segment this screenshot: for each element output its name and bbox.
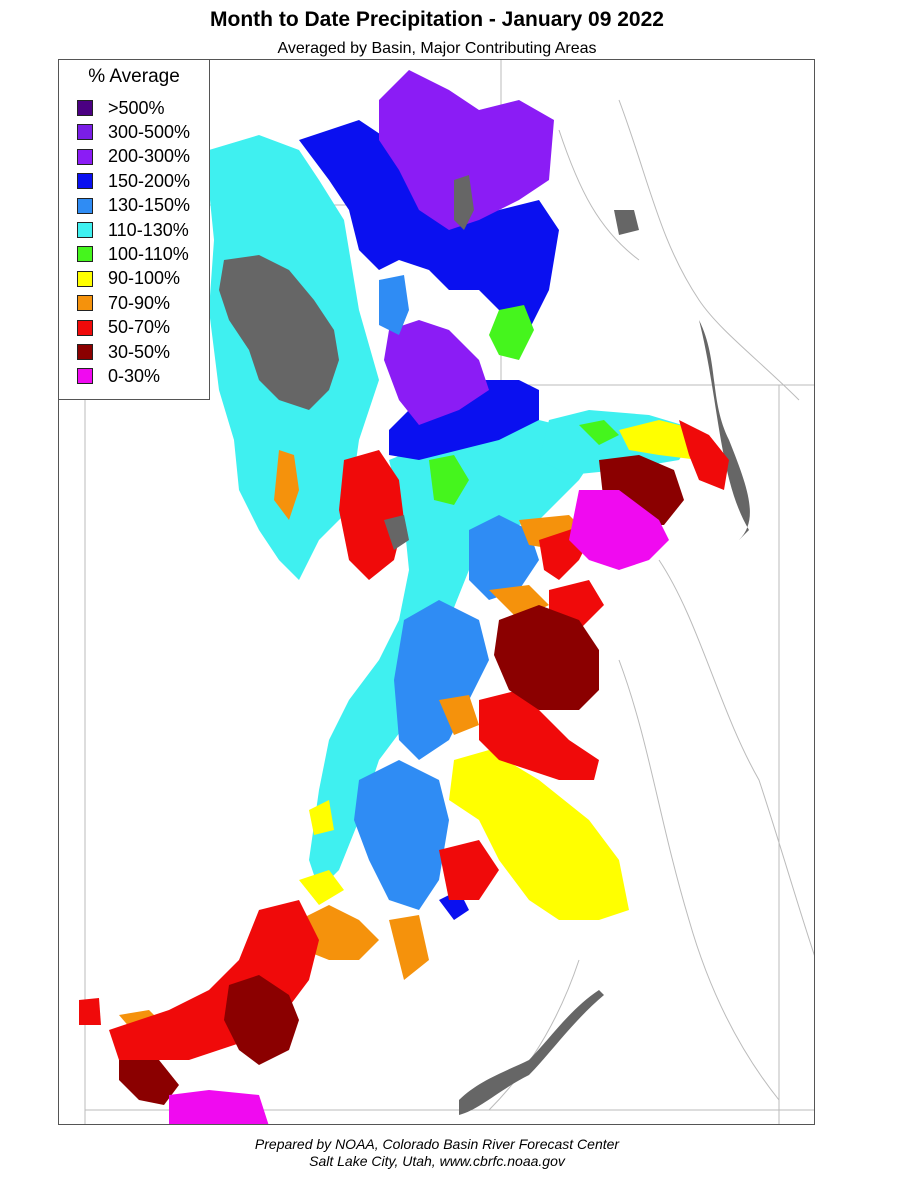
legend-label: 300-500% (108, 121, 191, 142)
footer-line-2: Salt Lake City, Utah, www.cbrfc.noaa.gov (309, 1153, 565, 1169)
map-frame (58, 59, 815, 1125)
legend-swatch (77, 368, 93, 385)
river-reservoir (699, 320, 750, 540)
legend-item: 0-30% (77, 366, 160, 386)
basin-weber (339, 450, 404, 580)
basin-polygons (79, 70, 729, 1124)
legend-label: 130-150% (108, 195, 191, 216)
river-line (618, 99, 800, 401)
basin-dolores (354, 760, 449, 910)
legend-label: 110-130% (108, 219, 189, 240)
legend: % Average >500% 300-500% 200-300% 150-200% 1… (58, 59, 210, 400)
basin-red-west-edge (79, 998, 101, 1025)
basin-darkred-southwest (119, 1060, 179, 1105)
basin-orange-southwest (299, 905, 379, 960)
basin-green-100-central (429, 455, 469, 505)
legend-label: 30-50% (108, 341, 171, 362)
basin-orange-west (274, 450, 299, 520)
legend-label: 100-110% (108, 243, 189, 264)
basin-darkred-virgin (224, 975, 299, 1065)
legend-item: 30-50% (77, 342, 170, 362)
legend-item: 130-150% (77, 195, 191, 216)
footer-line-1: Prepared by NOAA, Colorado Basin River F… (254, 1136, 620, 1152)
legend-item: 90-100% (77, 268, 181, 289)
basin-magenta-east (569, 490, 669, 570)
legend-swatch (77, 124, 93, 141)
legend-swatch (77, 222, 93, 238)
basin-small-130 (379, 275, 409, 335)
legend-label: 0-30% (108, 365, 161, 386)
map-title: Month to Date Precipitation - January 09… (210, 8, 664, 31)
legend-swatch (77, 197, 93, 214)
basin-red-north-colorado (679, 420, 729, 490)
basin-map (79, 60, 814, 1124)
basin-green-100 (489, 305, 534, 360)
map-subtitle: Averaged by Basin, Major Contributing Ar… (277, 40, 597, 57)
river-line (658, 559, 814, 956)
legend-item: 150-200% (77, 171, 190, 191)
legend-item: 300-500% (77, 122, 190, 142)
river-line (488, 959, 580, 1111)
legend-swatch (77, 344, 93, 360)
basin-green-upper (299, 120, 559, 330)
utah-lake (384, 515, 409, 550)
great-salt-lake (219, 255, 339, 410)
legend-item: 50-70% (77, 317, 171, 338)
legend-label: 90-100% (108, 268, 181, 289)
legend-swatch (77, 319, 93, 336)
legend-swatch (77, 246, 93, 263)
legend-label: >500% (108, 97, 165, 118)
basin-upper-colorado (469, 515, 539, 600)
legend-title: % Average (88, 66, 180, 87)
basin-orange-small (439, 695, 479, 735)
basin-red-sanjuan (439, 840, 499, 900)
legend-label: 50-70% (108, 317, 171, 338)
basin-yellow-west (309, 800, 334, 835)
legend-swatch (77, 173, 93, 190)
basin-white (384, 320, 489, 425)
basin-yellow-sw (299, 870, 344, 905)
legend-item: 110-130% (77, 220, 189, 240)
legend-item: 200-300% (77, 146, 191, 167)
legend-item: >500% (77, 98, 165, 118)
legend-item: 100-110% (77, 244, 189, 264)
legend-label: 150-200% (108, 170, 191, 191)
basin-green-100-north (579, 420, 619, 445)
legend-swatch (77, 148, 93, 165)
basin-san-juan (449, 750, 629, 920)
basin-orange-escalante (389, 915, 429, 980)
basin-darkred-gunnison (494, 605, 599, 710)
basin-green-wind (379, 70, 554, 230)
lake-powell (459, 990, 604, 1115)
reservoir (614, 210, 639, 235)
legend-swatch (77, 295, 93, 312)
basin-magenta-south (169, 1090, 269, 1124)
no-data-areas (459, 210, 750, 1115)
river-line (558, 129, 640, 261)
legend-swatch (77, 270, 93, 287)
basin-animas (479, 690, 599, 780)
basin-gunnison-north (394, 600, 489, 760)
legend-swatch (77, 100, 93, 116)
river-line (618, 659, 780, 1101)
legend-item: 70-90% (77, 293, 170, 313)
legend-label: 70-90% (108, 292, 171, 313)
reservoir-flaming-gorge (454, 175, 474, 230)
legend-label: 200-300% (108, 146, 191, 167)
